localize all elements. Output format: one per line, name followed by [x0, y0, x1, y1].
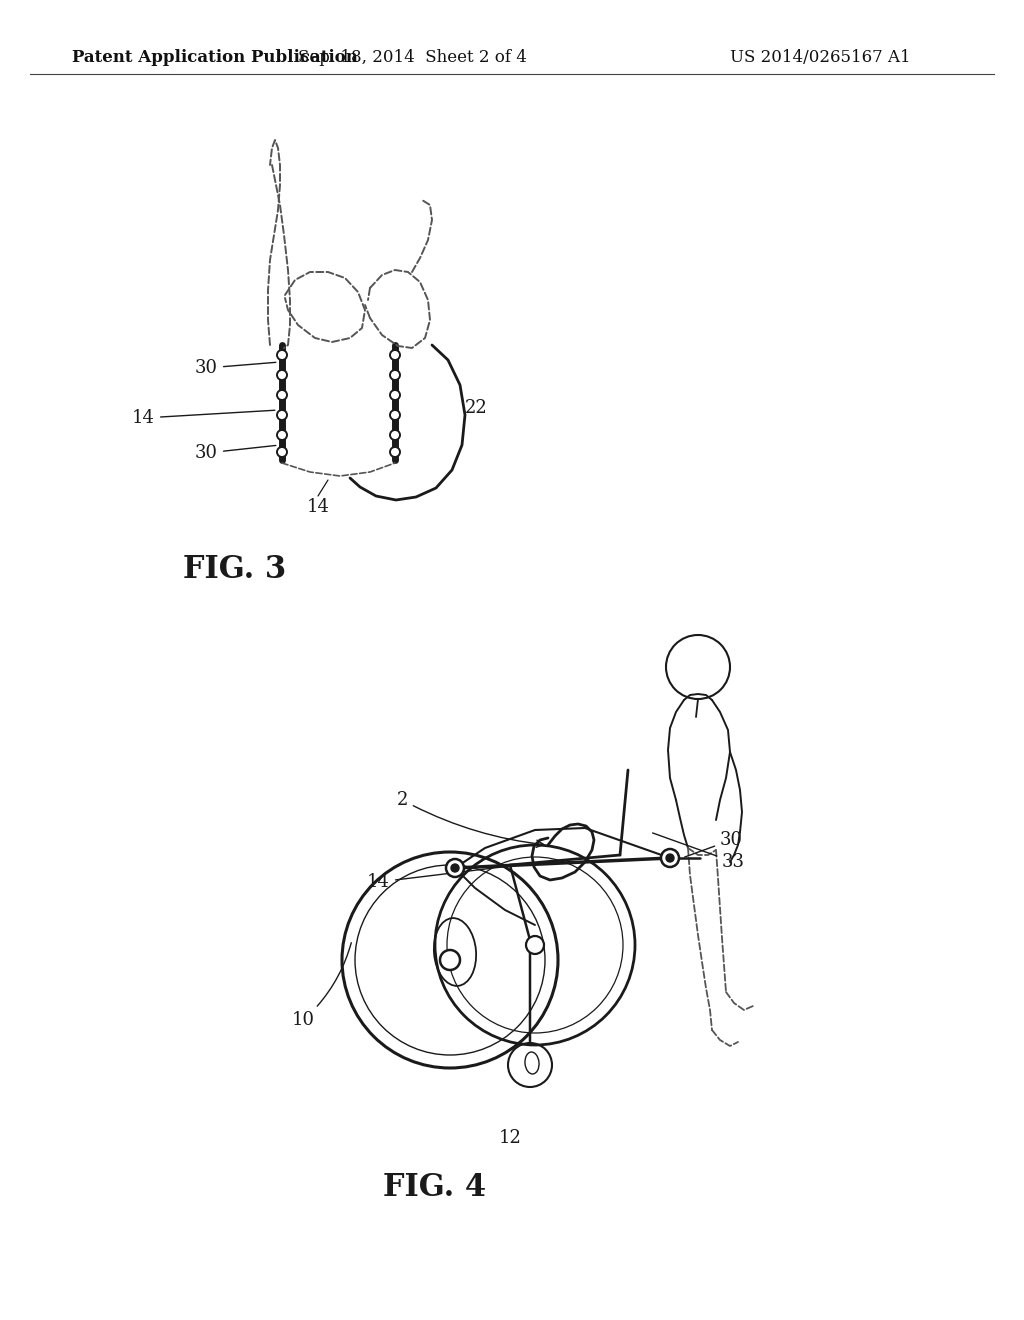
Circle shape [440, 950, 460, 970]
Circle shape [278, 389, 287, 400]
Text: 2: 2 [396, 791, 544, 847]
Circle shape [390, 350, 400, 360]
Circle shape [278, 350, 287, 360]
Text: 12: 12 [499, 1129, 521, 1147]
Text: 10: 10 [292, 942, 351, 1030]
Circle shape [526, 936, 544, 954]
Text: 14: 14 [306, 498, 330, 516]
Circle shape [390, 370, 400, 380]
Circle shape [390, 411, 400, 420]
Circle shape [662, 849, 679, 867]
Text: Patent Application Publication: Patent Application Publication [72, 49, 357, 66]
Circle shape [390, 447, 400, 457]
Circle shape [451, 865, 459, 873]
Circle shape [278, 411, 287, 420]
Text: 14: 14 [132, 409, 274, 426]
Text: 33: 33 [652, 833, 745, 871]
Circle shape [390, 430, 400, 440]
Text: 30: 30 [195, 444, 275, 462]
Circle shape [390, 389, 400, 400]
Text: 14: 14 [368, 866, 507, 891]
Circle shape [278, 370, 287, 380]
Text: 22: 22 [465, 399, 487, 417]
Text: Sep. 18, 2014  Sheet 2 of 4: Sep. 18, 2014 Sheet 2 of 4 [298, 49, 526, 66]
Text: US 2014/0265167 A1: US 2014/0265167 A1 [730, 49, 910, 66]
Circle shape [666, 854, 674, 862]
Text: FIG. 3: FIG. 3 [183, 554, 287, 586]
Text: FIG. 4: FIG. 4 [383, 1172, 486, 1204]
Circle shape [278, 447, 287, 457]
Circle shape [278, 430, 287, 440]
Text: 30: 30 [685, 832, 743, 857]
Circle shape [446, 859, 464, 876]
Text: 30: 30 [195, 359, 275, 378]
